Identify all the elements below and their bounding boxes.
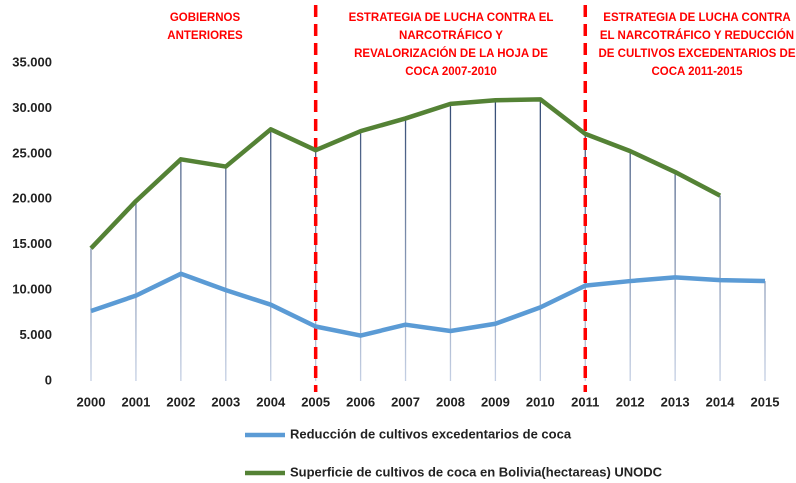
x-tick-label: 2008	[436, 394, 465, 409]
annotation: ANTERIORES	[167, 30, 243, 42]
x-tick-label: 2015	[751, 394, 780, 409]
x-tick-label: 2002	[166, 394, 195, 409]
annotation: NARCOTRÁFICO Y	[399, 29, 503, 42]
x-tick-label: 2014	[706, 394, 736, 409]
annotation: COCA 2007-2010	[405, 66, 497, 78]
x-tick-label: 2003	[211, 394, 240, 409]
x-tick-label: 2011	[571, 394, 599, 409]
annotation: ESTRATEGIA DE LUCHA CONTRA	[603, 12, 790, 24]
annotation: DE CULTIVOS EXCEDENTARIOS DE	[598, 48, 795, 60]
annotation: REVALORIZACIÓN DE LA HOJA DE	[354, 47, 548, 60]
x-tick-label: 2000	[77, 394, 106, 409]
legend-label: Reducción de cultivos excedentarios de c…	[290, 426, 572, 441]
y-tick-label: 30.000	[12, 100, 52, 115]
x-tick-label: 2010	[526, 394, 555, 409]
x-tick-label: 2005	[301, 394, 330, 409]
y-tick-label: 35.000	[12, 54, 52, 69]
y-tick-label: 15.000	[12, 236, 52, 251]
annotation: COCA 2011-2015	[652, 66, 744, 78]
y-tick-label: 10.000	[12, 282, 52, 297]
series-line	[89, 97, 722, 250]
y-tick-label: 5.000	[19, 327, 52, 342]
series-line	[90, 271, 766, 338]
x-tick-label: 2001	[121, 394, 150, 409]
legend-label: Superficie de cultivos de coca en Bolivi…	[290, 464, 663, 479]
x-tick-label: 2007	[391, 394, 420, 409]
annotation: EL NARCOTRÁFICO Y REDUCCIÓN	[600, 29, 794, 42]
x-tick-label: 2012	[616, 394, 645, 409]
annotation: ESTRATEGIA DE LUCHA CONTRA EL	[349, 12, 554, 24]
y-tick-label: 25.000	[12, 145, 52, 160]
x-tick-label: 2006	[346, 394, 375, 409]
annotation: GOBIERNOS	[170, 12, 241, 24]
x-tick-label: 2004	[256, 394, 286, 409]
x-tick-label: 2013	[661, 394, 690, 409]
x-tick-label: 2009	[481, 394, 510, 409]
y-tick-label: 20.000	[12, 191, 52, 206]
y-tick-label: 0	[45, 372, 52, 387]
